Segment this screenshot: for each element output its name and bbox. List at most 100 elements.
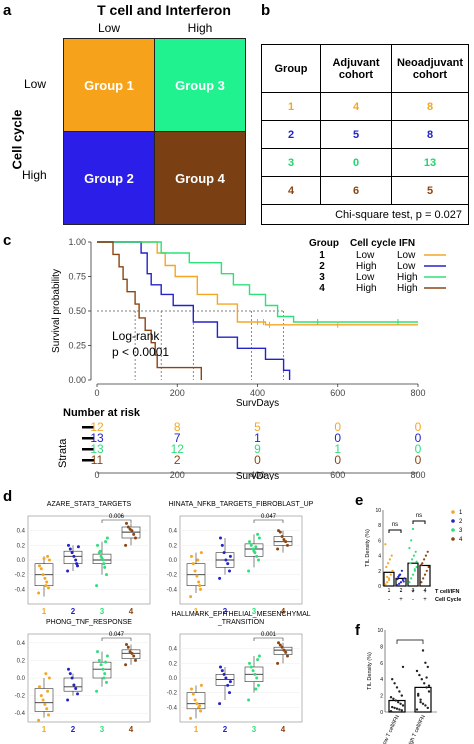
d-point [280, 645, 284, 649]
d-point [284, 540, 288, 544]
chi-square-footer: Chi-square test, p = 0.027 [261, 204, 469, 225]
col-label-high: High [187, 21, 213, 35]
risk-x-tick-label: 200 [170, 470, 185, 480]
d-panel-title: HALLMARK_EPITHELIAL_MESENCHYMAL [171, 611, 310, 618]
d-point [37, 591, 41, 595]
e-point [426, 550, 429, 553]
d-y-tick-label: -0.2 [15, 573, 26, 579]
d-y-tick-label: -0.2 [15, 694, 26, 700]
d-y-tick-label: -0.4 [167, 705, 178, 711]
d-point [47, 713, 50, 717]
table-row: 1 4 8 [261, 92, 469, 121]
d-point [228, 680, 232, 684]
d-point [76, 692, 79, 696]
d-x-tick-label: 3 [100, 725, 105, 734]
e-ns-1: ns [392, 522, 398, 528]
e-point [408, 581, 411, 584]
f-point [425, 676, 428, 679]
e-ns-bracket-2 [412, 520, 426, 524]
header-neoadjuvant: Neoadjuvant cohort [391, 44, 469, 93]
d-x-tick-label: 1 [194, 725, 199, 734]
d-point [95, 584, 99, 588]
d-point [38, 564, 41, 568]
e-point [427, 565, 430, 569]
e-legend-label-4: 4 [459, 537, 463, 543]
d-point [41, 573, 45, 577]
d-point [46, 689, 50, 693]
cell-group: 4 [261, 176, 321, 205]
e-point [413, 569, 416, 572]
d-point [128, 650, 132, 654]
km-y-tick-label: 0.00 [68, 375, 86, 385]
e-point [398, 574, 401, 577]
d-point [190, 554, 193, 558]
f-point [426, 665, 429, 669]
e-point [384, 583, 387, 586]
d-point [190, 687, 193, 691]
d-point [282, 537, 286, 541]
d-y-tick-label: 0.2 [17, 543, 26, 549]
e-point [398, 582, 401, 585]
panel-f-chart: 0 2 4 6 8 10 TIL Density (%) Low T cell/IFN High… [367, 628, 437, 744]
e-row1-sign-2: - [400, 589, 402, 595]
table-row: 4 6 5 [261, 176, 469, 205]
d-point [67, 667, 70, 671]
cell-neoadjuvant: 5 [391, 176, 469, 205]
e-row1-sign-3: + [411, 589, 415, 595]
col-label-low: Low [97, 21, 120, 35]
d-point [247, 698, 251, 702]
f-y-tick-label: 6 [380, 661, 383, 667]
legend-ifn-2: Low [397, 261, 416, 272]
cell-neoadjuvant: 8 [391, 120, 469, 149]
row-label-low: Low [24, 77, 47, 91]
d-point [46, 554, 50, 558]
d-x-tick-label: 1 [194, 607, 199, 616]
f-point [398, 690, 401, 693]
d-point [219, 536, 222, 540]
d-x-tick-label: 4 [281, 607, 286, 616]
f-point [399, 702, 402, 705]
f-point [415, 669, 419, 673]
d-y-tick-label: 0.4 [169, 529, 178, 535]
d-x-tick-label: 2 [71, 607, 76, 616]
e-point [390, 554, 393, 557]
d-point [104, 540, 108, 544]
d-point [96, 650, 99, 654]
e-y-tick-label: 2 [378, 569, 381, 575]
f-point [418, 673, 421, 677]
km-series-line-3 [97, 241, 418, 323]
e-point [400, 569, 403, 572]
risk-count: 0 [415, 442, 422, 456]
e-y-tick-label: 8 [378, 523, 381, 529]
d-point [70, 676, 74, 680]
panel-a-title: T cell and Interferon [97, 2, 231, 18]
d-panel-title: HINATA_NFKB_TARGETS_FIBROBLAST_UP [169, 501, 314, 508]
d-y-tick-label: -0.4 [167, 587, 178, 593]
e-point [420, 581, 423, 584]
e-point [399, 581, 403, 584]
d-point [47, 558, 51, 562]
d-point [68, 547, 72, 551]
header-adjuvant: Adjuvant cohort [320, 44, 392, 93]
d-sig-label: 0.047 [109, 632, 125, 638]
d-point [218, 576, 222, 580]
e-row1-sign-1: - [388, 589, 390, 595]
d-point [249, 543, 253, 547]
cell-group: 2 [261, 120, 321, 149]
f-point [394, 699, 397, 702]
f-y-label: TIL Density (%) [367, 652, 373, 690]
legend-cc-1: Low [356, 250, 375, 261]
d-y-tick-label: 0.2 [169, 661, 178, 667]
d-panel-title: PHONG_TNF_RESPONSE [46, 619, 132, 626]
e-point [385, 565, 388, 569]
e-point [423, 573, 427, 576]
legend-cc-3: Low [356, 272, 375, 283]
d-point [257, 683, 260, 687]
d-y-tick-label: 0.4 [17, 641, 26, 647]
d-y-tick-label: -0.2 [167, 573, 178, 579]
d-point [43, 576, 47, 580]
d-point [100, 557, 104, 561]
km-x-tick-label: 200 [170, 388, 185, 398]
risk-row-marker [82, 426, 94, 429]
d-y-tick-label: -0.4 [15, 587, 26, 593]
